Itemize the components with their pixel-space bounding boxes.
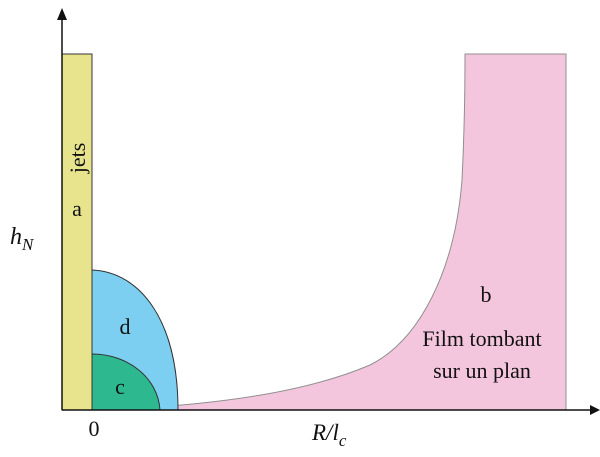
- x-axis-label: R/lc: [311, 420, 347, 450]
- region-b-shape: [91, 53, 567, 411]
- region-a-letter: a: [72, 196, 82, 221]
- region-c-letter: c: [115, 374, 125, 399]
- region-b-letter: b: [481, 282, 492, 307]
- region-b-line2: sur un plan: [433, 358, 531, 383]
- region-b-line1: Film tombant: [422, 326, 541, 351]
- region-c-shape: [91, 353, 161, 411]
- region-d-letter: d: [120, 314, 131, 339]
- y-axis-arrow: [57, 8, 67, 20]
- origin-label: 0: [89, 416, 100, 441]
- y-axis-label: hN: [10, 224, 35, 254]
- region-a-shape: [61, 53, 93, 411]
- region-a-name: jets: [65, 143, 90, 175]
- x-axis-arrow: [590, 405, 600, 415]
